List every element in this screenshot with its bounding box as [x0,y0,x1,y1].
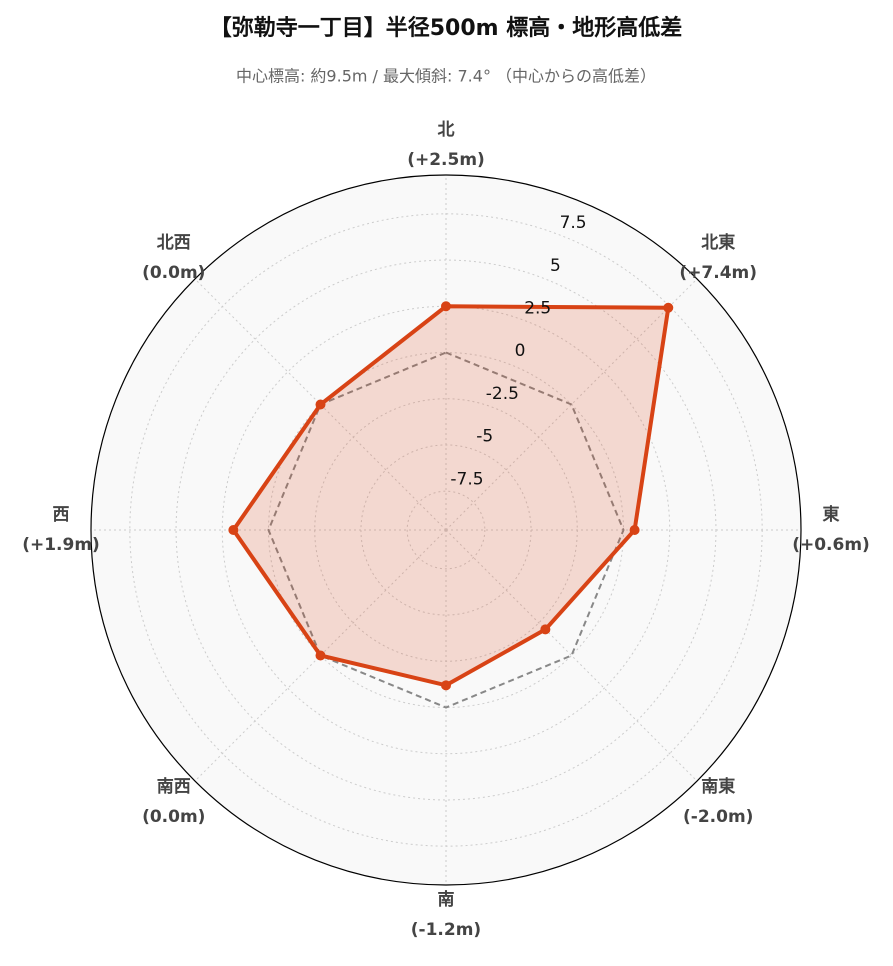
plot-border [90,174,802,886]
category-value-label: (0.0m) [142,263,205,283]
spoke [445,529,698,782]
category-value-label: (0.0m) [142,807,205,827]
category-label: 北 [438,120,455,140]
grid-circle [221,305,671,755]
spoke [194,278,447,531]
r-tick-label: -5 [476,427,493,447]
r-tick-label: -2.5 [486,384,519,404]
chart-subtitle: 中心標高: 約9.5m / 最大傾斜: 7.4° （中心からの高低差） [236,67,656,86]
category-value-label: (+7.4m) [679,263,757,283]
r-tick-label: 7.5 [560,213,587,233]
category-label: 東 [823,504,840,525]
reference-line [267,351,625,709]
category-value-label: (+1.9m) [22,535,100,555]
chart-title: 【弥勒寺一丁目】半径500m 標高・地形高低差 [210,15,683,41]
data-point [663,302,674,313]
data-point [441,680,451,691]
category-value-label: (-1.2m) [411,920,481,940]
r-tick-label: 2.5 [524,299,551,319]
r-tick-label: -7.5 [450,469,483,489]
data-point [228,525,239,535]
grid-circle [406,490,486,570]
category-value-label: (+2.5m) [407,150,485,170]
data-point [315,399,326,410]
category-label: 南 [438,889,455,910]
spoke [445,278,698,531]
data-point [441,301,451,312]
category-value-label: (-2.0m) [683,807,753,827]
data-point [315,650,326,661]
spoke [194,529,447,782]
data-point [540,624,551,635]
r-tick-label: 5 [550,256,561,276]
category-label: 北東 [701,232,735,253]
category-label: 南西 [157,776,191,797]
data-point [629,525,640,535]
category-value-label: (+0.6m) [792,535,870,555]
category-label: 西 [53,505,70,525]
grid-circle [175,259,717,801]
r-tick-label: 0 [515,341,526,361]
category-label: 南東 [701,776,735,797]
category-label: 北西 [157,233,191,253]
